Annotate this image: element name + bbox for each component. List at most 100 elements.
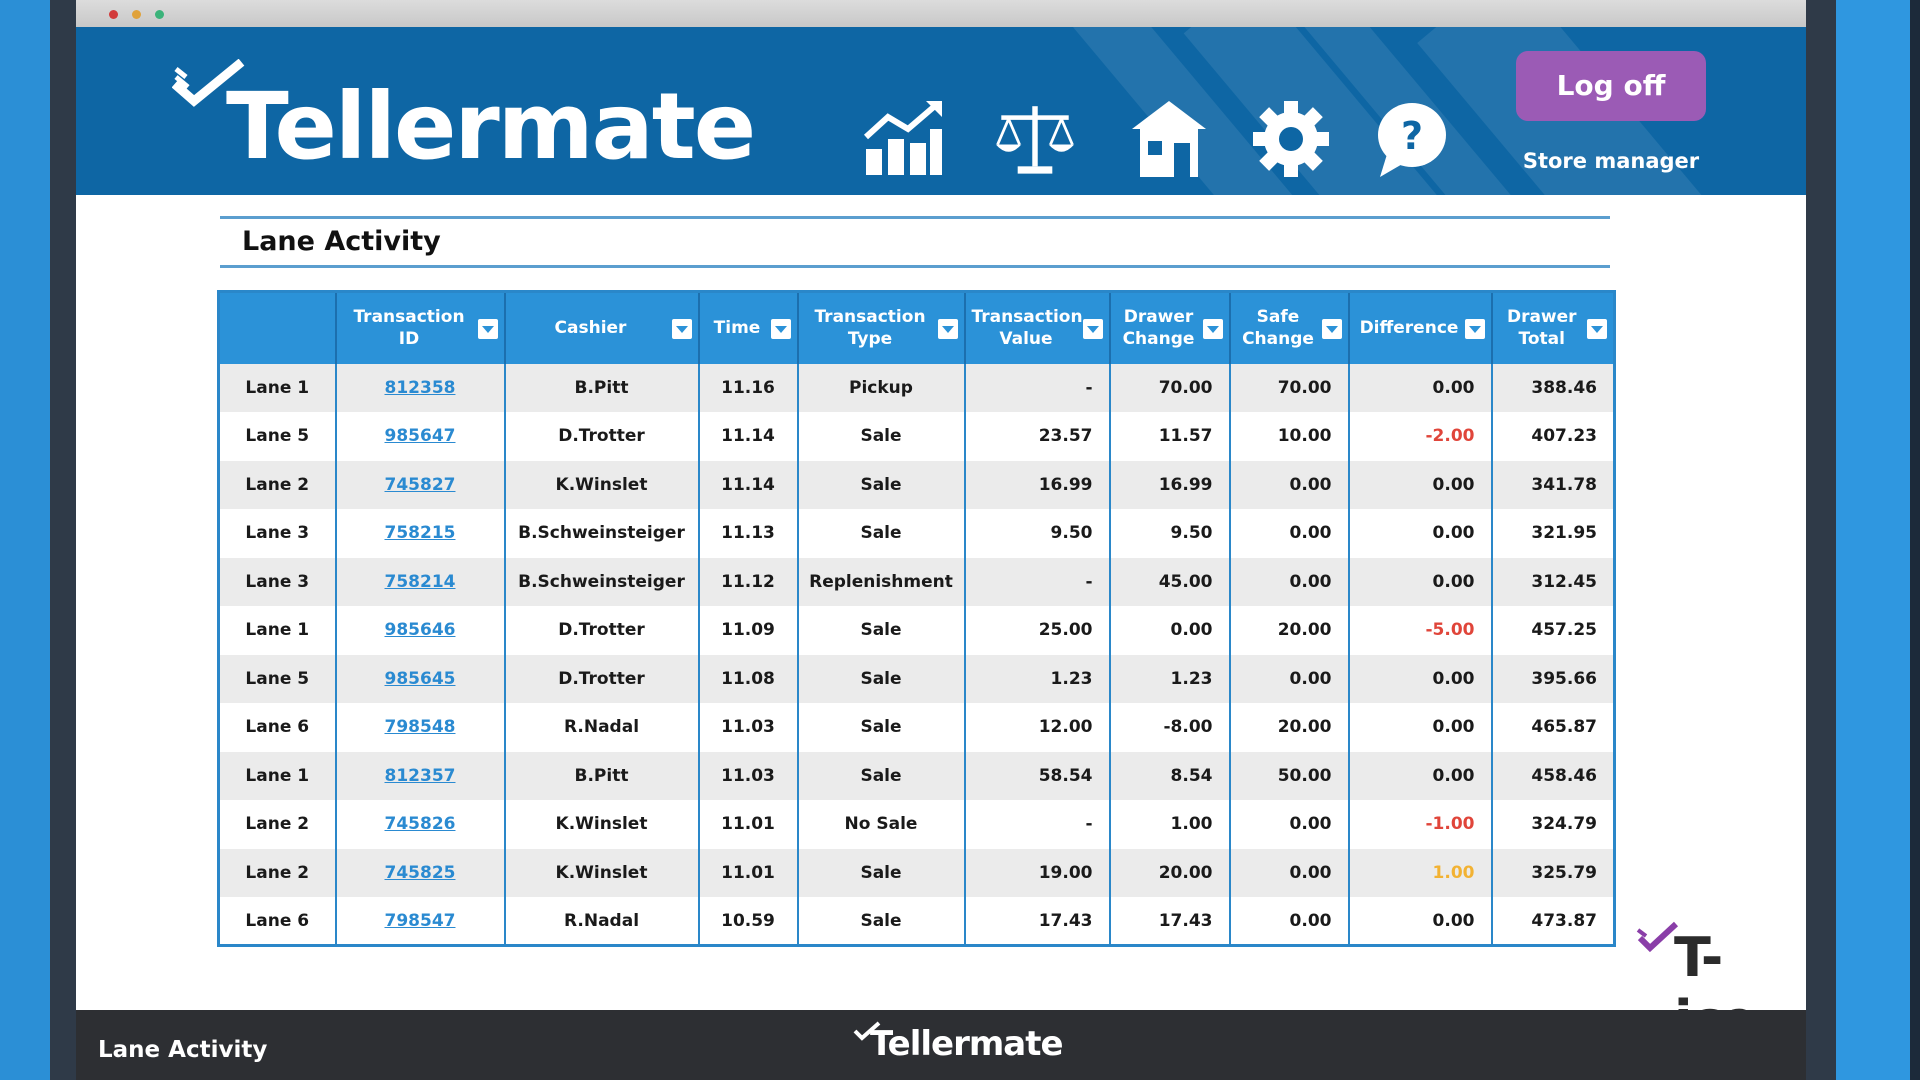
user-role-label: Store manager bbox=[1522, 149, 1700, 173]
transaction-id-link[interactable]: 758215 bbox=[384, 523, 456, 544]
cell-difference: -1.00 bbox=[1348, 800, 1493, 849]
column-header-drawer-change[interactable]: Drawer Change bbox=[1109, 291, 1231, 364]
transaction-id-link[interactable]: 745827 bbox=[384, 474, 456, 495]
column-header-transaction-id[interactable]: Transaction ID bbox=[335, 291, 506, 364]
column-header-drawer-total[interactable]: Drawer Total bbox=[1491, 291, 1616, 364]
table-header-row: Transaction ID Cashier Time Transaction … bbox=[218, 291, 1616, 364]
store-building-icon[interactable] bbox=[1128, 99, 1210, 179]
cell-lane: Lane 6 bbox=[218, 897, 337, 946]
cell-drawer-total: 465.87 bbox=[1491, 703, 1616, 752]
cell-lane: Lane 1 bbox=[218, 606, 337, 655]
table-row[interactable]: Lane 2 745825 K.Winslet 11.01 Sale 19.00 20.00… bbox=[218, 848, 1616, 897]
lane-activity-table: Transaction ID Cashier Time Transaction … bbox=[217, 290, 1616, 947]
app-window: Tellermate bbox=[76, 0, 1806, 1080]
transaction-id-link[interactable]: 798548 bbox=[384, 717, 456, 738]
cell-cashier: K.Winslet bbox=[504, 460, 700, 509]
window-maximize-dot[interactable] bbox=[155, 10, 164, 19]
cell-lane: Lane 1 bbox=[218, 751, 337, 800]
table-row[interactable]: Lane 2 745826 K.Winslet 11.01 No Sale -1.00 0.… bbox=[218, 800, 1616, 849]
cell-transaction-type: Sale bbox=[797, 606, 966, 655]
cell-transaction-id: 812357 bbox=[335, 751, 506, 800]
cell-safe-change: 20.00 bbox=[1229, 703, 1350, 752]
cell-difference: -5.00 bbox=[1348, 606, 1493, 655]
settings-gear-icon[interactable] bbox=[1250, 99, 1332, 179]
cell-lane: Lane 6 bbox=[218, 703, 337, 752]
sort-dropdown-icon[interactable] bbox=[937, 319, 958, 339]
transaction-id-link[interactable]: 985645 bbox=[384, 668, 456, 689]
cell-transaction-type: No Sale bbox=[797, 800, 966, 849]
sort-dropdown-icon[interactable] bbox=[477, 319, 498, 339]
cell-transaction-type: Sale bbox=[797, 509, 966, 558]
sort-dropdown-icon[interactable] bbox=[671, 319, 692, 339]
tice-watermark-logo: T-ice bbox=[1636, 920, 1786, 1052]
sort-dropdown-icon[interactable] bbox=[770, 319, 791, 339]
window-close-dot[interactable] bbox=[109, 10, 118, 19]
column-header-cashier[interactable]: Cashier bbox=[504, 291, 700, 364]
sort-dropdown-icon[interactable] bbox=[1082, 319, 1103, 339]
column-header-time[interactable]: Time bbox=[698, 291, 799, 364]
cell-lane: Lane 5 bbox=[218, 654, 337, 703]
cell-difference: 0.00 bbox=[1348, 363, 1493, 412]
table-row[interactable]: Lane 2 745827 K.Winslet 11.14 Sale 16.99 16.99… bbox=[218, 460, 1616, 509]
column-header-transaction-value[interactable]: Transaction Value bbox=[964, 291, 1111, 364]
column-header-label: Transaction ID bbox=[353, 307, 465, 350]
table-row[interactable]: Lane 1 812358 B.Pitt 11.16 Pickup -70.00 70.00… bbox=[218, 363, 1616, 412]
cell-transaction-value: 12.00 bbox=[964, 703, 1111, 752]
cell-transaction-value: 19.00 bbox=[964, 848, 1111, 897]
cell-difference: 0.00 bbox=[1348, 897, 1493, 946]
cell-difference: 0.00 bbox=[1348, 703, 1493, 752]
transaction-id-link[interactable]: 758214 bbox=[384, 571, 456, 592]
cell-time: 11.14 bbox=[698, 460, 799, 509]
column-header-difference[interactable]: Difference bbox=[1348, 291, 1493, 364]
sort-dropdown-icon[interactable] bbox=[1464, 319, 1485, 339]
footer-page-label: Lane Activity bbox=[98, 1037, 268, 1063]
help-question-icon[interactable]: ? bbox=[1370, 99, 1452, 179]
cell-transaction-type: Replenishment bbox=[797, 557, 966, 606]
cell-drawer-total: 321.95 bbox=[1491, 509, 1616, 558]
table-row[interactable]: Lane 1 812357 B.Pitt 11.03 Sale 58.54 8.54 50.0… bbox=[218, 751, 1616, 800]
column-header-transaction-type[interactable]: Transaction Type bbox=[797, 291, 966, 364]
column-header-safe-change[interactable]: Safe Change bbox=[1229, 291, 1350, 364]
sort-dropdown-icon[interactable] bbox=[1321, 319, 1342, 339]
cell-cashier: D.Trotter bbox=[504, 654, 700, 703]
table-row[interactable]: Lane 5 985647 D.Trotter 11.14 Sale 23.57 11.57… bbox=[218, 412, 1616, 461]
cell-safe-change: 0.00 bbox=[1229, 557, 1350, 606]
cell-cashier: B.Schweinsteiger bbox=[504, 509, 700, 558]
sort-dropdown-icon[interactable] bbox=[1202, 319, 1223, 339]
table-row[interactable]: Lane 5 985645 D.Trotter 11.08 Sale 1.23 1.23 0.… bbox=[218, 654, 1616, 703]
tice-check-icon bbox=[1636, 921, 1679, 953]
cell-drawer-change: 20.00 bbox=[1109, 848, 1231, 897]
cell-lane: Lane 5 bbox=[218, 412, 337, 461]
transaction-id-link[interactable]: 985647 bbox=[384, 426, 456, 447]
table-row[interactable]: Lane 1 985646 D.Trotter 11.09 Sale 25.00 0.00 2… bbox=[218, 606, 1616, 655]
cell-cashier: B.Schweinsteiger bbox=[504, 557, 700, 606]
cell-lane: Lane 1 bbox=[218, 363, 337, 412]
table-row[interactable]: Lane 3 758215 B.Schweinsteiger 11.13 Sale 9.5… bbox=[218, 509, 1616, 558]
transaction-id-link[interactable]: 812358 bbox=[384, 377, 456, 398]
table-row[interactable]: Lane 3 758214 B.Schweinsteiger 11.12 Repleni… bbox=[218, 557, 1616, 606]
transaction-id-link[interactable]: 798547 bbox=[384, 910, 456, 931]
cell-transaction-value: 16.99 bbox=[964, 460, 1111, 509]
cell-difference: 0.00 bbox=[1348, 654, 1493, 703]
table-row[interactable]: Lane 6 798548 R.Nadal 11.03 Sale 12.00 -8.00 20… bbox=[218, 703, 1616, 752]
transaction-id-link[interactable]: 985646 bbox=[384, 620, 456, 641]
balance-scale-icon[interactable] bbox=[994, 99, 1076, 179]
cell-transaction-value: 58.54 bbox=[964, 751, 1111, 800]
app-header: Tellermate bbox=[76, 27, 1806, 195]
cell-drawer-change: 16.99 bbox=[1109, 460, 1231, 509]
cell-difference: 1.00 bbox=[1348, 848, 1493, 897]
transaction-id-link[interactable]: 812357 bbox=[384, 765, 456, 786]
logoff-button[interactable]: Log off bbox=[1516, 51, 1706, 121]
transaction-id-link[interactable]: 745826 bbox=[384, 814, 456, 835]
sort-dropdown-icon[interactable] bbox=[1587, 319, 1607, 339]
footer-brand-logo: Tellermate bbox=[870, 1024, 1064, 1064]
cell-transaction-value: - bbox=[964, 800, 1111, 849]
cell-transaction-value: - bbox=[964, 557, 1111, 606]
reports-chart-icon[interactable] bbox=[862, 99, 944, 179]
cell-cashier: D.Trotter bbox=[504, 412, 700, 461]
cell-drawer-change: 0.00 bbox=[1109, 606, 1231, 655]
table-row[interactable]: Lane 6 798547 R.Nadal 10.59 Sale 17.43 17.43 0.… bbox=[218, 897, 1616, 946]
window-minimize-dot[interactable] bbox=[132, 10, 141, 19]
transaction-id-link[interactable]: 745825 bbox=[384, 862, 456, 883]
cell-transaction-type: Sale bbox=[797, 751, 966, 800]
